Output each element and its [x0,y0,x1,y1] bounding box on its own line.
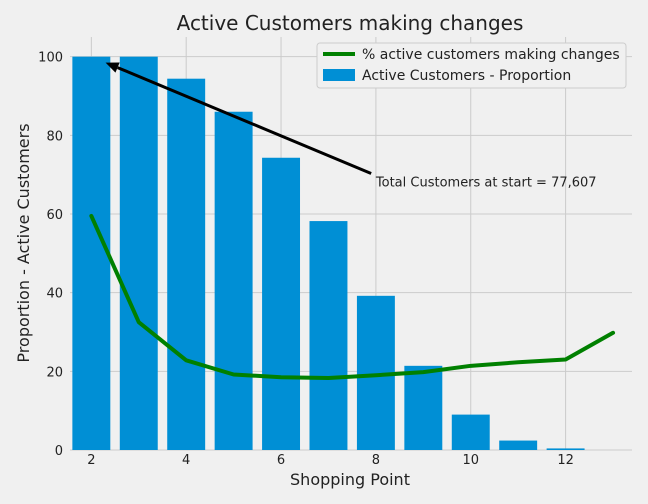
bar [309,221,348,450]
chart-title: Active Customers making changes [177,11,524,35]
bar [262,157,301,450]
line-path [89,213,616,381]
x-tick-labels: 2 4 6 8 10 12 [87,453,574,468]
bar [214,111,253,450]
x-tick-label: 6 [277,453,285,468]
bar [451,414,490,450]
annotation-text: Total Customers at start = 77,607 [375,175,597,190]
bar [119,56,158,451]
x-tick-label: 8 [372,453,380,468]
bar [404,365,443,450]
y-tick-label: 0 [55,444,63,459]
legend-bar-swatch [323,69,355,81]
x-axis-label: Shopping Point [290,470,410,489]
annotation-arrow-head [105,62,120,73]
y-tick-label: 20 [46,365,63,380]
annotation-arrow-shaft [116,66,372,175]
x-tick-label: 10 [462,453,479,468]
x-tick-label: 2 [87,453,95,468]
bar [167,78,206,451]
x-tick-label: 12 [557,453,574,468]
legend: % active customers making changes Active… [316,42,627,89]
y-tick-label: 100 [38,51,63,66]
line-series [89,213,616,381]
legend-box [316,42,627,89]
legend-label-bar: Active Customers - Proportion [362,68,571,84]
y-axis-label: Proportion - Active Customers [14,123,33,362]
y-tick-label: 60 [46,208,63,223]
bar [72,56,111,451]
bar [546,448,585,450]
legend-label-line: % active customers making changes [362,47,620,63]
annotation: Total Customers at start = 77,607 [105,62,597,190]
y-tick-label: 40 [46,287,63,302]
y-tick-labels: 0 20 40 60 80 100 [38,51,63,459]
y-tick-label: 80 [46,129,63,144]
bar-series [72,56,585,451]
bar [499,440,538,450]
x-tick-label: 4 [182,453,190,468]
